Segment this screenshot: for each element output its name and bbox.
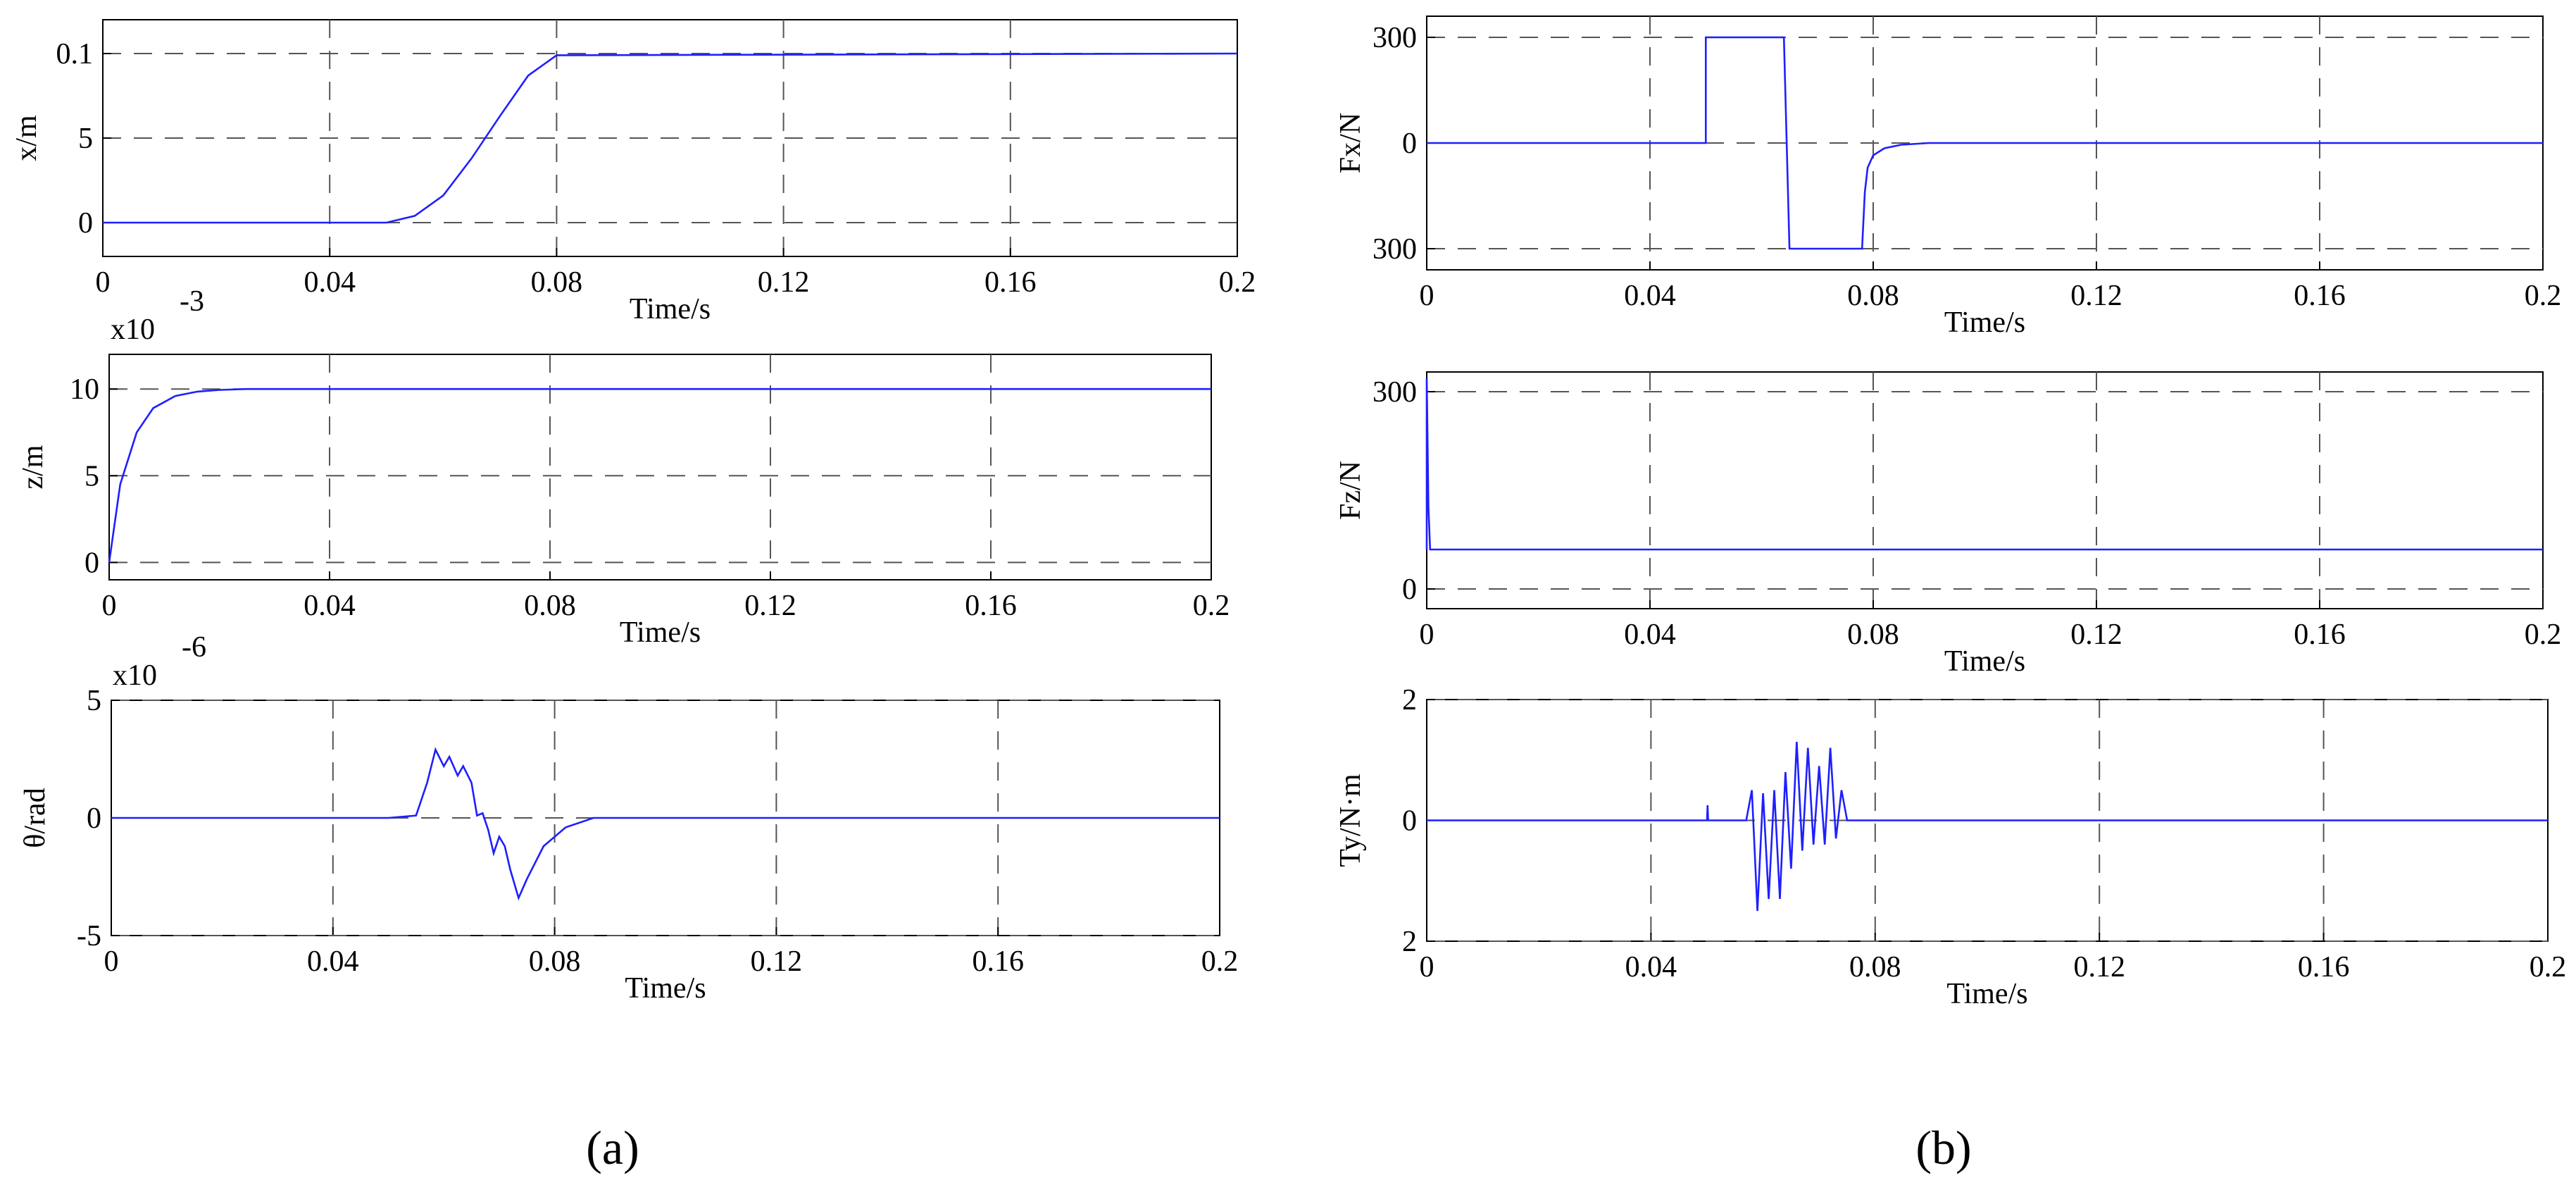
x-tick-label-theta: 0.16 [972,945,1024,978]
x-tick-label-theta: 0.04 [307,945,359,978]
x-axis-label-Ty: Time/s [1946,978,2027,1010]
x-tick-label-Fx: 0.12 [2070,280,2122,312]
y-tick-label-x: 0 [78,207,93,240]
x-tick-label-x: 0.16 [984,266,1037,299]
x-axis-label-theta: Time/s [625,972,706,1005]
x-tick-label-Fz: 0 [1420,619,1434,651]
y-tick-label-Ty: 0 [1402,805,1417,838]
x-tick-label-x: 0.12 [758,266,810,299]
x-tick-label-x: 0.2 [1219,266,1256,299]
y-tick-label-z: 5 [85,460,99,492]
x-tick-label-Fx: 0.16 [2294,280,2346,312]
y-tick-label-x: 0.1 [56,38,94,70]
x-axis-label-z: Time/s [620,616,701,649]
x-axis-label-Fx: Time/s [1944,306,2025,339]
x-tick-label-theta: 0.12 [751,945,803,978]
x-tick-label-Fz: 0.2 [2525,619,2562,651]
y-tick-label-z: 0 [85,547,99,579]
x-tick-label-Fz: 0.04 [1624,619,1676,651]
y-tick-label-Ty: 2 [1402,684,1417,716]
x-tick-label-x: 0.08 [531,266,583,299]
x-tick-label-z: 0 [102,590,117,622]
exponent-power-z: -3 [180,285,204,318]
x-tick-label-Fz: 0.16 [2294,619,2346,651]
series-line-x [103,52,1238,224]
exponent-power-theta: -6 [182,631,206,664]
y-tick-label-theta: 5 [87,685,101,717]
x-tick-label-Fx: 0.04 [1624,280,1676,312]
series-line-Fx [1427,36,2543,250]
x-tick-label-Ty: 0.16 [2298,951,2350,983]
x-tick-label-Fx: 0.2 [2525,280,2562,312]
series-line-theta [111,747,1220,901]
y-axis-label-Fz: Fz/N [1334,461,1367,520]
x-tick-label-z: 0.08 [524,590,576,622]
x-axis-label-Fz: Time/s [1944,645,2025,678]
series-line-Ty [1427,741,2548,912]
x-tick-label-Ty: 0.12 [2073,951,2125,983]
y-axis-label-Ty: Ty/N·m [1334,774,1367,867]
chart-Fz: 0 0.04 0.08 0.12 0.16 0.2 0 300 Time/s Fz/N [1334,371,2562,678]
y-tick-label-theta: 0 [87,802,101,835]
x-tick-label-Ty: 0 [1420,951,1434,983]
x-axis-label-x: Time/s [630,293,711,325]
y-axis-label-z: z/m [17,445,49,489]
x-tick-label-x: 0.04 [304,266,356,299]
x-tick-label-z: 0.12 [744,590,796,622]
plot-frame-Fz [1426,371,2544,609]
x-tick-label-x: 0 [96,266,111,299]
y-tick-label-Fz: 0 [1402,573,1417,606]
x-tick-label-Ty: 0.04 [1625,951,1677,983]
y-tick-label-x: 5 [78,123,93,155]
exponent-label-theta: x10 [113,659,157,692]
x-tick-label-theta: 0.08 [529,945,581,978]
series-line-Fz [1425,378,2543,551]
y-axis-label-theta: θ/rad [19,788,51,848]
chart-z: 0 0.04 0.08 0.12 0.16 0.2 0 5 10 x10 -3 Time/s z/m [17,285,1230,649]
x-tick-label-theta: 0.2 [1201,945,1239,978]
plot-frame-z [108,354,1212,581]
x-tick-label-Fx: 0 [1420,280,1434,312]
x-tick-label-Ty: 0.2 [2530,951,2567,983]
x-tick-label-Ty: 0.08 [1849,951,1901,983]
x-tick-label-Fz: 0.12 [2070,619,2122,651]
x-tick-label-theta: 0 [104,945,119,978]
y-tick-label-Fx: 0 [1402,128,1417,160]
y-axis-label-x: x/m [11,115,43,161]
x-tick-label-z: 0.16 [965,590,1017,622]
y-tick-label-z: 10 [70,373,99,406]
y-tick-label-Fx: 300 [1373,233,1417,266]
chart-x: 0 0.04 0.08 0.12 0.16 0.2 0 5 0.1 Time/s x/m [11,19,1256,325]
y-tick-label-Fz: 300 [1373,376,1417,409]
x-tick-label-Fx: 0.08 [1847,280,1899,312]
series-line-z [108,387,1211,563]
y-axis-label-Fx: Fx/N [1334,113,1367,173]
x-tick-label-Fz: 0.08 [1847,619,1899,651]
exponent-label-z: x10 [111,313,155,346]
y-tick-label-Ty: 2 [1402,926,1417,958]
panel-label-a: (a) [586,1121,639,1174]
y-tick-label-Fx: 300 [1373,22,1417,54]
x-tick-label-z: 0.04 [304,590,356,622]
panel-label-b: (b) [1915,1121,1971,1174]
y-tick-label-theta: -5 [77,920,101,952]
x-tick-label-z: 0.2 [1193,590,1230,622]
